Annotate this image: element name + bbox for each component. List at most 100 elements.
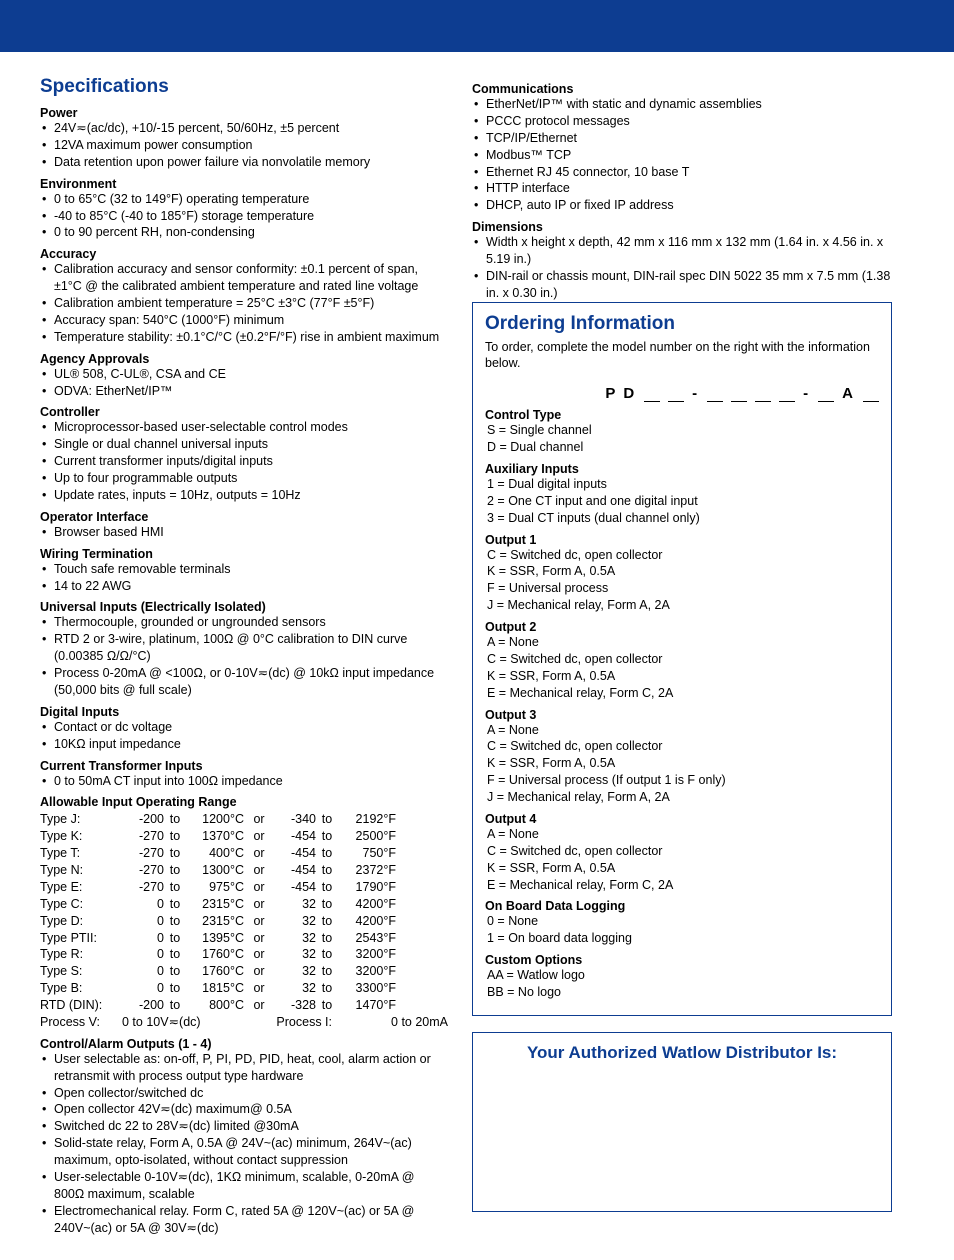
code-slot	[755, 385, 771, 402]
order-fieldset: On Board Data Logging0 = None1 = On boar…	[485, 899, 879, 947]
fieldset-option: BB = No logo	[485, 984, 879, 1001]
distributor-heading: Your Authorized Watlow Distributor Is:	[483, 1043, 881, 1063]
range-row: Type PTII:0to1395°Cor32to2543°F	[40, 930, 448, 947]
order-fieldset: Output 2A = NoneC = Switched dc, open co…	[485, 620, 879, 702]
spec-item: User selectable as: on-off, P, PI, PD, P…	[40, 1051, 448, 1085]
fieldset-option: 2 = One CT input and one digital input	[485, 493, 879, 510]
spec-item: 10KΩ input impedance	[40, 736, 448, 753]
section-heading: Universal Inputs (Electrically Isolated)	[40, 600, 448, 614]
section-heading: Environment	[40, 177, 448, 191]
process-v-value: 0 to 10V≂(dc)	[122, 1014, 242, 1031]
section-heading: Digital Inputs	[40, 705, 448, 719]
range-row: Type B:0to1815°Cor32to3300°F	[40, 980, 448, 997]
spec-item: Contact or dc voltage	[40, 719, 448, 736]
code-slot	[863, 385, 879, 402]
fieldset-option: F = Universal process	[485, 580, 879, 597]
spec-item: PCCC protocol messages	[472, 113, 892, 130]
code-dash: -	[692, 385, 699, 402]
spec-item: Open collector/switched dc	[40, 1085, 448, 1102]
fieldset-option: F = Universal process (If output 1 is F …	[485, 772, 879, 789]
section-heading: Communications	[472, 82, 892, 96]
fieldset-option: E = Mechanical relay, Form C, 2A	[485, 685, 879, 702]
order-fieldset: Output 4A = NoneC = Switched dc, open co…	[485, 812, 879, 894]
spec-item: TCP/IP/Ethernet	[472, 130, 892, 147]
fieldset-option: D = Dual channel	[485, 439, 879, 456]
specifications-heading: Specifications	[40, 76, 448, 98]
section-heading: Controller	[40, 405, 448, 419]
section-heading: Dimensions	[472, 220, 892, 234]
section-list: Contact or dc voltage10KΩ input impedanc…	[40, 719, 448, 753]
section-list: Microprocessor-based user-selectable con…	[40, 419, 448, 503]
spec-item: Thermocouple, grounded or ungrounded sen…	[40, 614, 448, 631]
section-list: Thermocouple, grounded or ungrounded sen…	[40, 614, 448, 698]
range-row: Type R:0to1760°Cor32to3200°F	[40, 946, 448, 963]
fieldset-option: S = Single channel	[485, 422, 879, 439]
spec-item: Ethernet RJ 45 connector, 10 base T	[472, 164, 892, 181]
process-i-label: Process I:	[242, 1014, 332, 1031]
distributor-box: Your Authorized Watlow Distributor Is:	[472, 1032, 892, 1212]
spec-item: Data retention upon power failure via no…	[40, 154, 448, 171]
fieldset-option: J = Mechanical relay, Form A, 2A	[485, 789, 879, 806]
spec-item: Accuracy span: 540°C (1000°F) minimum	[40, 312, 448, 329]
range-row: Type K:-270to1370°Cor-454to2500°F	[40, 828, 448, 845]
page-content: Specifications Power24V≂(ac/dc), +10/-15…	[0, 52, 954, 1260]
top-banner	[0, 0, 954, 52]
fieldset-heading: Output 3	[485, 708, 879, 722]
code-prefix: P D	[605, 385, 636, 402]
spec-item: 12VA maximum power consumption	[40, 137, 448, 154]
order-fieldset: Output 3A = NoneC = Switched dc, open co…	[485, 708, 879, 806]
spec-item: Up to four programmable outputs	[40, 470, 448, 487]
section-list: Touch safe removable terminals14 to 22 A…	[40, 561, 448, 595]
spec-item: Electromechanical relay. Form C, rated 5…	[40, 1203, 448, 1237]
order-fieldset: Control TypeS = Single channelD = Dual c…	[485, 408, 879, 456]
code-dash: -	[803, 385, 810, 402]
order-fieldset: Custom OptionsAA = Watlow logoBB = No lo…	[485, 953, 879, 1001]
spec-item: Update rates, inputs = 10Hz, outputs = 1…	[40, 487, 448, 504]
range-row: Type T:-270to400°Cor-454to750°F	[40, 845, 448, 862]
spec-item: Width x height x depth, 42 mm x 116 mm x…	[472, 234, 892, 268]
process-v-label: Process V:	[40, 1014, 122, 1031]
spec-item: Touch safe removable terminals	[40, 561, 448, 578]
spec-item: Browser based HMI	[40, 524, 448, 541]
spec-item: Single or dual channel universal inputs	[40, 436, 448, 453]
section-heading: Operator Interface	[40, 510, 448, 524]
fieldset-heading: Output 4	[485, 812, 879, 826]
spec-item: Calibration ambient temperature = 25°C ±…	[40, 295, 448, 312]
code-slot	[668, 385, 684, 402]
section-list: 24V≂(ac/dc), +10/-15 percent, 50/60Hz, ±…	[40, 120, 448, 171]
range-row: Type N:-270to1300°Cor-454to2372°F	[40, 862, 448, 879]
right-column: CommunicationsEtherNet/IP™ with static a…	[472, 76, 892, 1236]
ordering-box: Ordering Information To order, complete …	[472, 302, 892, 1016]
section-list: 0 to 50mA CT input into 100Ω impedance	[40, 773, 448, 790]
spec-item: 0 to 50mA CT input into 100Ω impedance	[40, 773, 448, 790]
spec-item: Modbus™ TCP	[472, 147, 892, 164]
section-heading: Agency Approvals	[40, 352, 448, 366]
section-list: Browser based HMI	[40, 524, 448, 541]
spec-item: 0 to 65°C (32 to 149°F) operating temper…	[40, 191, 448, 208]
range-heading: Allowable Input Operating Range	[40, 795, 448, 809]
fieldset-heading: Auxiliary Inputs	[485, 462, 879, 476]
fieldset-option: C = Switched dc, open collector	[485, 547, 879, 564]
fieldset-option: K = SSR, Form A, 0.5A	[485, 860, 879, 877]
spec-item: User-selectable 0-10V≂(dc), 1KΩ minimum,…	[40, 1169, 448, 1203]
fieldset-option: C = Switched dc, open collector	[485, 738, 879, 755]
spec-item: Process 0-20mA @ <100Ω, or 0-10V≂(dc) @ …	[40, 665, 448, 699]
spec-item: Solid-state relay, Form A, 0.5A @ 24V~(a…	[40, 1135, 448, 1169]
ctrl-alarm-list: User selectable as: on-off, P, PI, PD, P…	[40, 1051, 448, 1237]
range-table: Type J:-200to1200°Cor-340to2192°FType K:…	[40, 811, 448, 1014]
section-list: EtherNet/IP™ with static and dynamic ass…	[472, 96, 892, 214]
spec-item: DHCP, auto IP or fixed IP address	[472, 197, 892, 214]
range-row: Type E:-270to975°Cor-454to1790°F	[40, 879, 448, 896]
code-slot	[818, 385, 834, 402]
fieldset-option: A = None	[485, 634, 879, 651]
spec-item: HTTP interface	[472, 180, 892, 197]
range-row: Type S:0to1760°Cor32to3200°F	[40, 963, 448, 980]
section-heading: Current Transformer Inputs	[40, 759, 448, 773]
spec-item: UL® 508, C-UL®, CSA and CE	[40, 366, 448, 383]
fieldset-option: C = Switched dc, open collector	[485, 651, 879, 668]
fieldset-heading: Output 1	[485, 533, 879, 547]
spec-item: Calibration accuracy and sensor conformi…	[40, 261, 448, 295]
spec-item: Microprocessor-based user-selectable con…	[40, 419, 448, 436]
fieldset-option: J = Mechanical relay, Form A, 2A	[485, 597, 879, 614]
spec-item: Open collector 42V≂(dc) maximum@ 0.5A	[40, 1101, 448, 1118]
